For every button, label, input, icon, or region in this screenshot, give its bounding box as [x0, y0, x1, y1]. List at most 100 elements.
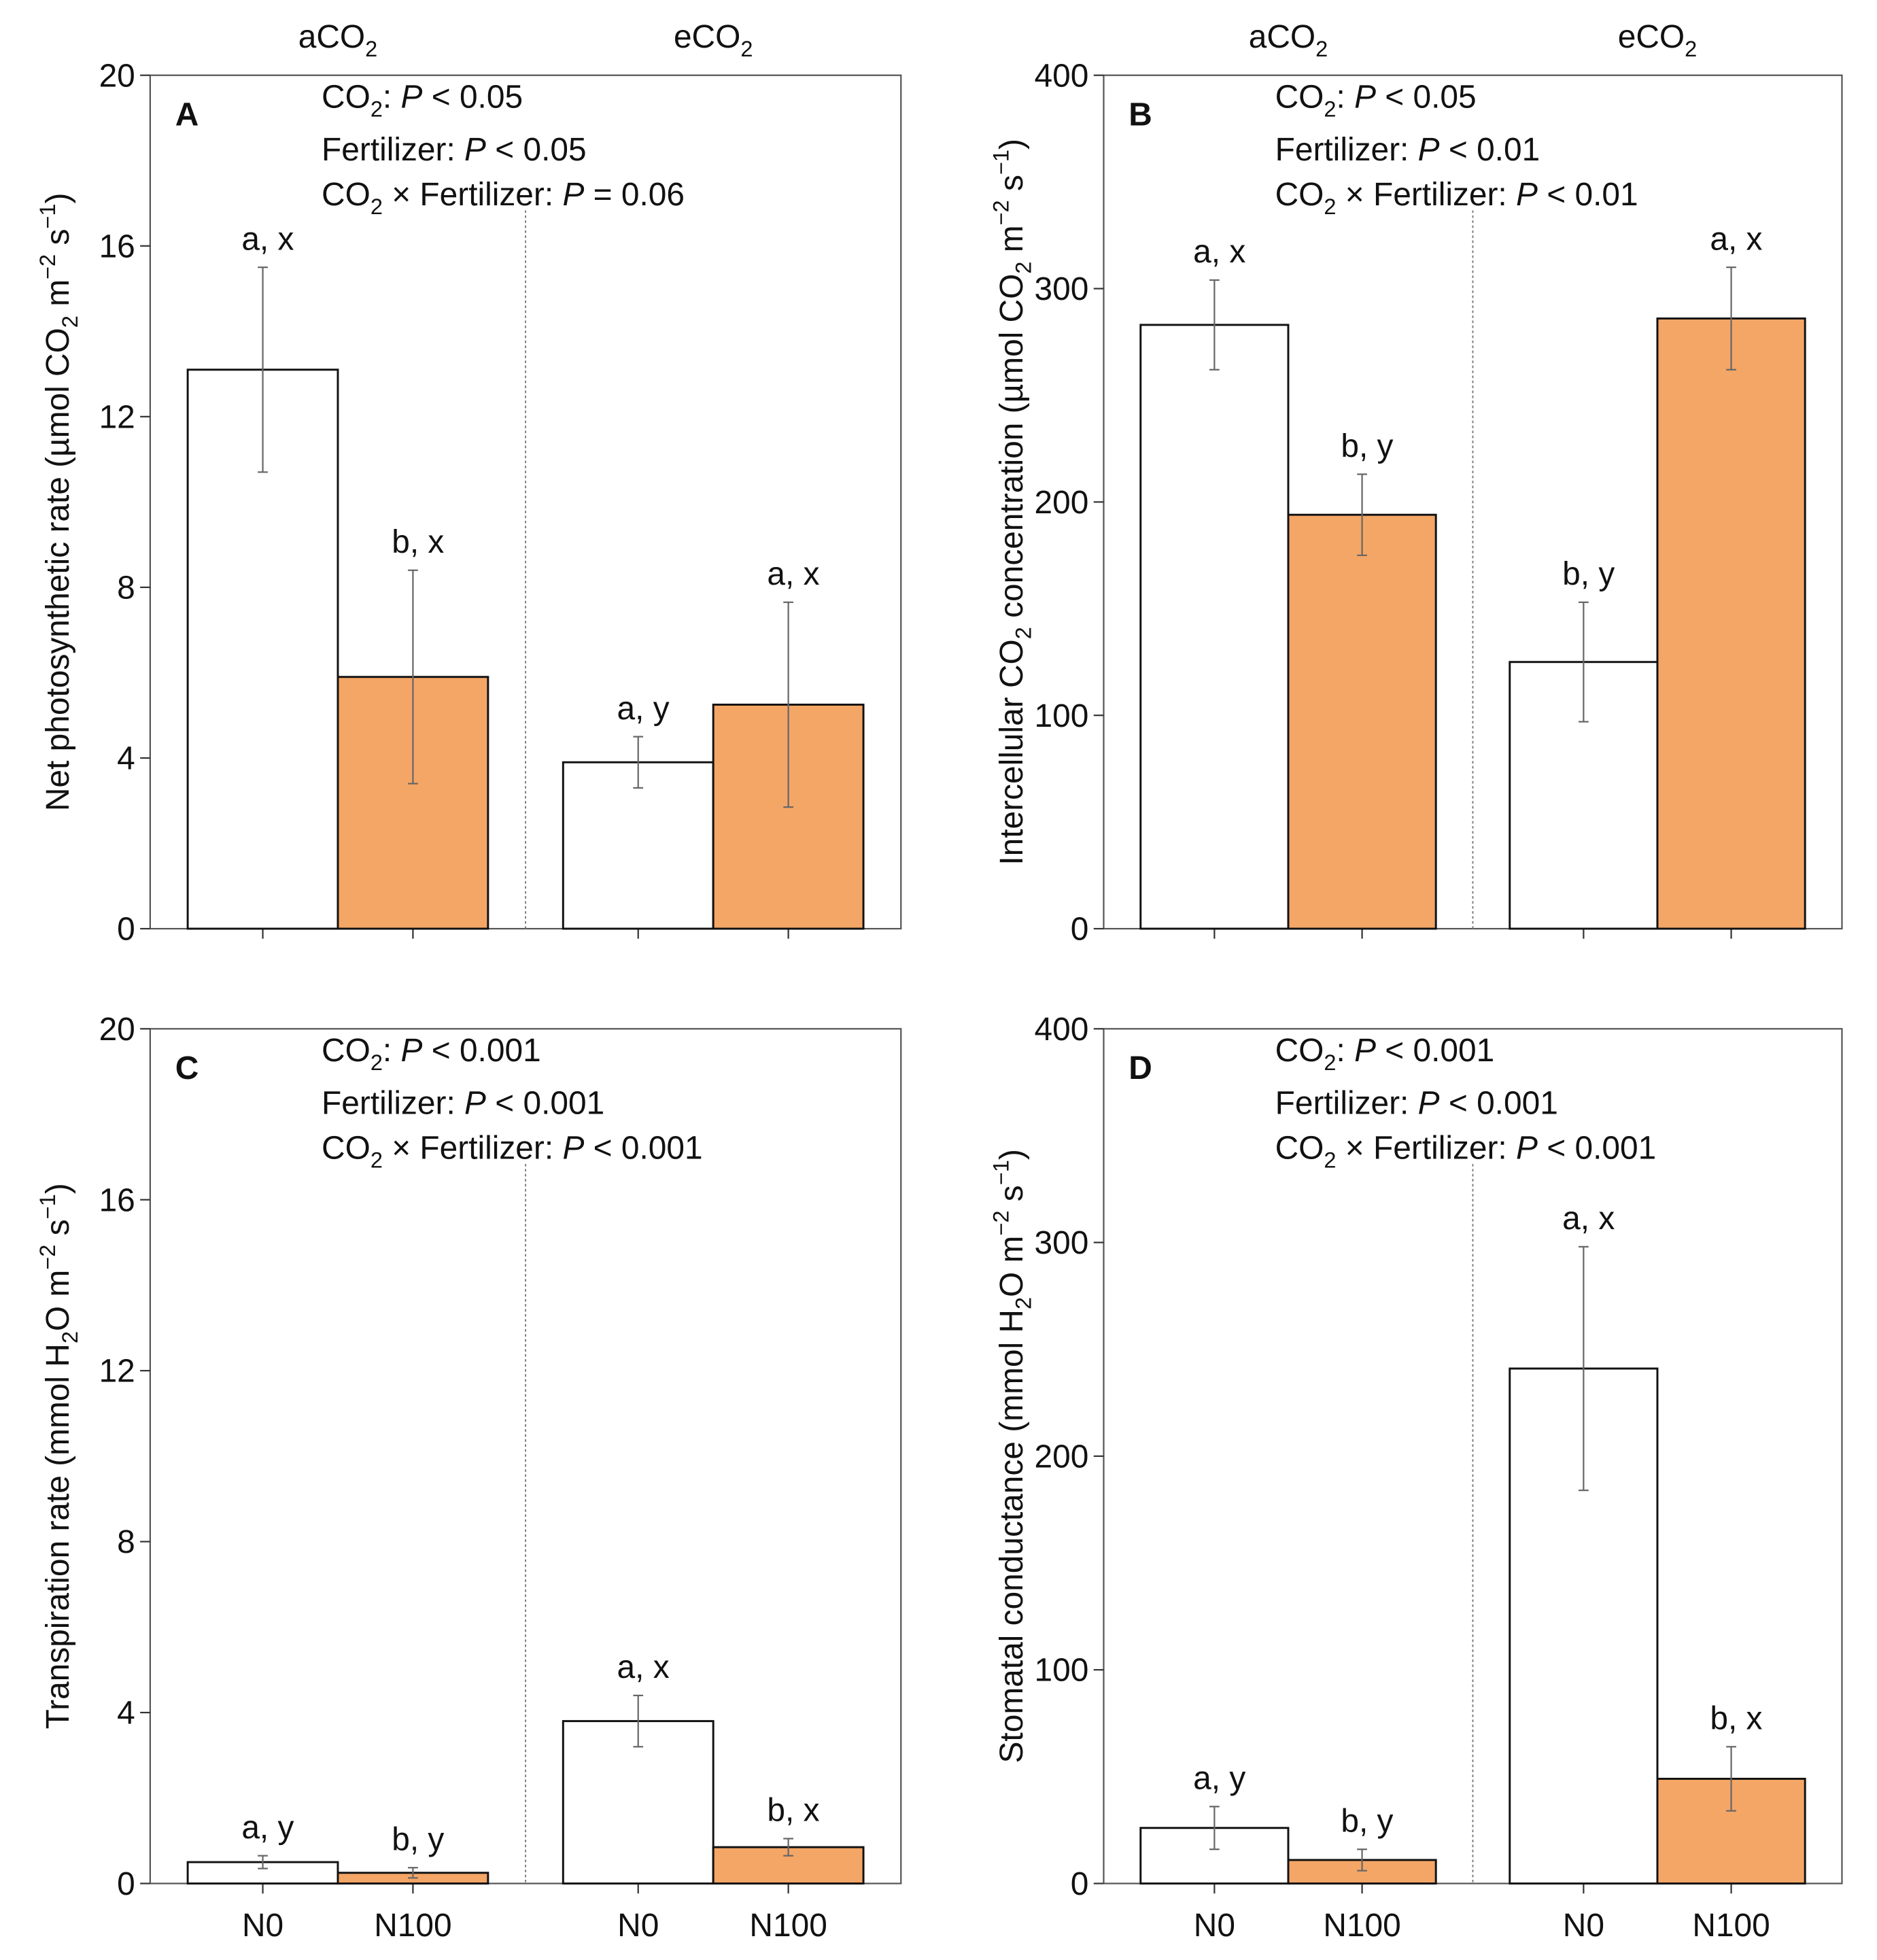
stats-line: CO2: P < 0.05: [1275, 80, 1477, 122]
x-tick-label: N100: [1323, 1908, 1400, 1944]
group-label: eCO2: [674, 19, 753, 61]
text-segment: ): [994, 1149, 1030, 1160]
text-segment: < 0.001: [1538, 1131, 1656, 1167]
x-tick-label: N0: [1563, 1908, 1604, 1944]
text-segment: ): [994, 139, 1030, 150]
stats-line: CO2 × Fertilizer: P < 0.01: [1275, 177, 1638, 219]
significance-label: b, y: [392, 1821, 444, 1857]
text-segment: −1: [35, 204, 60, 229]
y-tick-label: 400: [1035, 58, 1089, 94]
error-bar: [1209, 1806, 1220, 1851]
x-tick-label: N100: [374, 1908, 451, 1944]
significance-label: b, x: [767, 1793, 819, 1829]
text-segment: Intercellular CO: [994, 639, 1030, 865]
text-segment: P: [1354, 80, 1376, 116]
y-axis-title: Stomatal conductance (mmol H2O m−2 s−1): [989, 1149, 1036, 1763]
text-segment: P: [1516, 1131, 1538, 1167]
text-segment: 2: [1012, 627, 1036, 639]
error-bar: [1209, 279, 1220, 371]
stats-line: CO2 × Fertilizer: P < 0.001: [1275, 1131, 1657, 1173]
text-segment: × Fertilizer:: [383, 1131, 563, 1167]
text-segment: 2: [1012, 262, 1036, 274]
significance-label: a, x: [1562, 1201, 1615, 1237]
y-tick-label: 0: [117, 912, 135, 948]
text-segment: s: [994, 175, 1030, 200]
text-segment: 2: [58, 1331, 82, 1343]
text-segment: = 0.06: [584, 177, 685, 213]
error-bar: [258, 1855, 268, 1870]
text-segment: CO: [322, 177, 371, 213]
text-segment: P: [1418, 1085, 1440, 1121]
error-bar: [408, 1867, 418, 1879]
text-segment: P: [401, 80, 423, 116]
x-tick-label: N100: [749, 1908, 827, 1944]
text-segment: < 0.05: [1376, 80, 1477, 116]
text-segment: ): [40, 1183, 76, 1194]
plot-frame: [149, 1028, 902, 1885]
text-segment: CO: [322, 1131, 371, 1167]
text-segment: P: [1418, 132, 1440, 168]
text-segment: × Fertilizer:: [1336, 177, 1516, 213]
text-segment: O m: [40, 1270, 76, 1331]
text-segment: −1: [35, 1194, 60, 1219]
stats-line: Fertilizer: P < 0.01: [1275, 132, 1540, 168]
y-tick-label: 20: [99, 1012, 135, 1048]
text-segment: 2: [371, 1050, 383, 1075]
significance-label: b, y: [1341, 1803, 1393, 1839]
text-segment: Net photosynthetic rate (µmol CO: [40, 328, 76, 811]
text-segment: eCO: [674, 19, 740, 55]
y-tick-label: 12: [99, 1354, 135, 1390]
text-segment: 2: [371, 1148, 383, 1173]
text-segment: < 0.01: [1440, 132, 1540, 168]
text-segment: 2: [1324, 194, 1336, 219]
error-bar: [783, 1838, 793, 1857]
text-segment: 2: [365, 37, 377, 61]
panel-label: C: [175, 1050, 199, 1086]
error-bar: [633, 736, 644, 789]
y-tick-label: 12: [99, 399, 135, 435]
error-bar: [783, 601, 793, 808]
text-segment: < 0.001: [1440, 1085, 1558, 1121]
text-segment: < 0.05: [422, 80, 523, 116]
significance-label: a, x: [767, 556, 819, 592]
error-bar: [1579, 1245, 1589, 1492]
text-segment: P: [1354, 1033, 1376, 1069]
stats-line: CO2: P < 0.001: [322, 1033, 541, 1075]
bar: [1656, 317, 1806, 930]
text-segment: CO: [1275, 80, 1324, 116]
text-segment: :: [383, 80, 401, 116]
y-tick-label: 8: [117, 1524, 135, 1560]
significance-label: b, x: [1710, 1701, 1762, 1737]
significance-label: a, x: [1710, 221, 1762, 257]
text-segment: 2: [1315, 37, 1328, 61]
error-bar: [1726, 1746, 1736, 1812]
text-segment: Fertilizer:: [322, 1085, 464, 1121]
text-segment: 2: [1324, 1148, 1336, 1173]
significance-label: a, y: [617, 691, 670, 727]
panel-label: A: [175, 97, 199, 133]
text-segment: 2: [1324, 1050, 1336, 1075]
y-tick-label: 300: [1035, 1225, 1089, 1261]
text-segment: −1: [989, 1160, 1014, 1185]
stats-line: CO2: P < 0.001: [1275, 1033, 1495, 1075]
stats-line: CO2 × Fertilizer: P = 0.06: [322, 177, 685, 219]
text-segment: CO: [1275, 177, 1324, 213]
stats-line: Fertilizer: P < 0.001: [1275, 1085, 1558, 1121]
text-segment: m: [994, 225, 1030, 261]
text-segment: CO: [322, 80, 371, 116]
text-segment: concentration (µmol CO: [994, 274, 1030, 627]
text-segment: 2: [1324, 97, 1336, 121]
text-segment: s: [40, 1219, 76, 1244]
y-tick-label: 0: [1071, 1866, 1089, 1902]
error-bar: [258, 267, 268, 473]
significance-label: b, y: [1341, 428, 1393, 464]
significance-label: b, y: [1562, 556, 1615, 592]
y-axis-title: Intercellular CO2 concentration (µmol CO…: [989, 139, 1036, 865]
text-segment: aCO: [1249, 19, 1315, 55]
text-segment: −2: [35, 1245, 60, 1270]
y-tick-label: 400: [1035, 1012, 1089, 1048]
error-bar: [1357, 1849, 1367, 1872]
text-segment: −2: [35, 254, 60, 279]
y-tick-label: 16: [99, 1182, 135, 1218]
stats-line: CO2: P < 0.05: [322, 80, 523, 122]
